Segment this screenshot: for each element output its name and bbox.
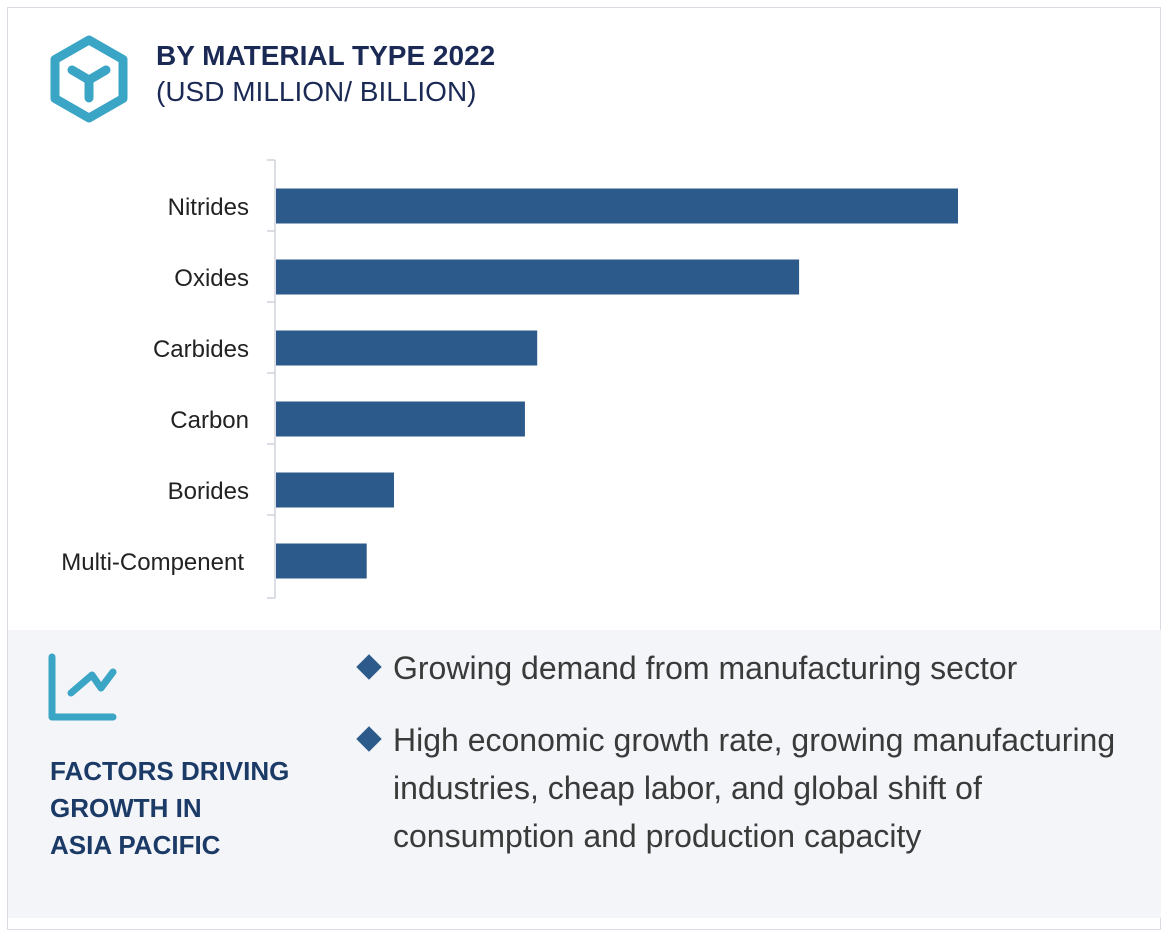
- frame: [7, 7, 1161, 930]
- factors-panel: [8, 630, 1161, 918]
- hexagon-cube-icon: [50, 35, 128, 123]
- bar: [276, 401, 525, 437]
- bullet-text: Growing demand from manufacturing sector: [393, 650, 1018, 686]
- diamond-bullet-icon: [356, 726, 382, 752]
- factors-title-line: ASIA PACIFIC: [50, 830, 221, 860]
- factors-title-line: GROWTH IN: [50, 793, 202, 823]
- factors-title-line: FACTORS DRIVING: [50, 756, 290, 786]
- bar: [276, 543, 367, 579]
- diamond-bullet-icon: [356, 654, 382, 680]
- category-label: Borides: [168, 478, 249, 505]
- bullet-item: Growing demand from manufacturing sector: [356, 644, 1120, 692]
- factors-title: FACTORS DRIVING GROWTH IN ASIA PACIFIC: [50, 753, 320, 864]
- bullet-text: High economic growth rate, growing manuf…: [393, 722, 1116, 854]
- category-label: Nitrides: [168, 194, 249, 221]
- bar: [276, 259, 800, 295]
- category-label: Multi-Compenent: [61, 549, 244, 576]
- bar: [276, 330, 538, 366]
- bar: [276, 472, 394, 508]
- category-label: Carbon: [170, 407, 249, 434]
- trend-chart-icon: [48, 653, 117, 721]
- bar-chart: Nitrides Oxides Carbides Carbon Borides Multi…: [61, 159, 958, 599]
- bullet-item: High economic growth rate, growing manuf…: [356, 716, 1120, 860]
- bar: [276, 188, 958, 224]
- category-label: Oxides: [174, 265, 249, 292]
- chart-subtitle: (USD MILLION/ BILLION): [156, 76, 477, 107]
- chart-title: BY MATERIAL TYPE 2022: [156, 40, 496, 71]
- category-label: Carbides: [153, 336, 249, 363]
